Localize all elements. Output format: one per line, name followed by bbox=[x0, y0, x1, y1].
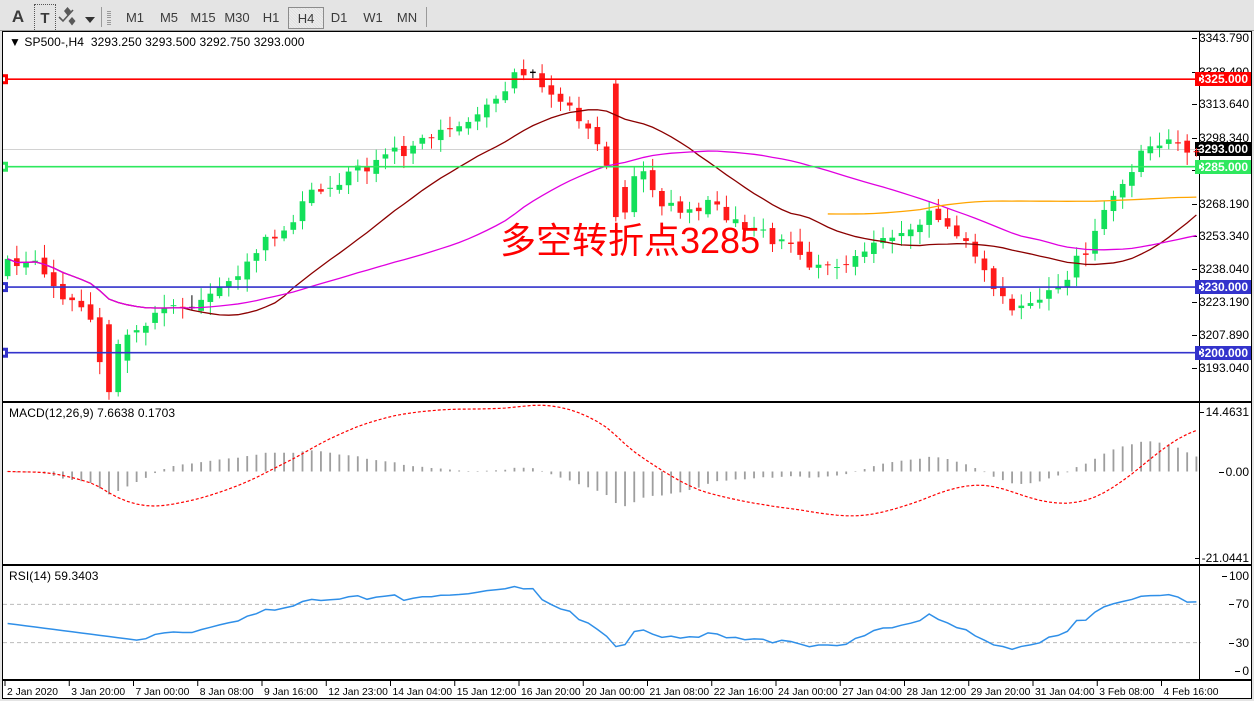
svg-text:7 Jan 00:00: 7 Jan 00:00 bbox=[136, 687, 190, 698]
svg-text:12 Jan 23:00: 12 Jan 23:00 bbox=[328, 687, 388, 698]
svg-text:3 Jan 20:00: 3 Jan 20:00 bbox=[71, 687, 125, 698]
svg-text:3 Feb 08:00: 3 Feb 08:00 bbox=[1099, 687, 1154, 698]
svg-text:2 Jan 2020: 2 Jan 2020 bbox=[7, 687, 58, 698]
svg-text:14 Jan 04:00: 14 Jan 04:00 bbox=[393, 687, 453, 698]
svg-text:21 Jan 08:00: 21 Jan 08:00 bbox=[650, 687, 710, 698]
svg-text:8 Jan 08:00: 8 Jan 08:00 bbox=[200, 687, 254, 698]
svg-text:20 Jan 00:00: 20 Jan 00:00 bbox=[585, 687, 645, 698]
svg-text:28 Jan 12:00: 28 Jan 12:00 bbox=[907, 687, 967, 698]
svg-text:4 Feb 16:00: 4 Feb 16:00 bbox=[1164, 687, 1219, 698]
svg-text:24 Jan 00:00: 24 Jan 00:00 bbox=[778, 687, 838, 698]
svg-text:16 Jan 20:00: 16 Jan 20:00 bbox=[521, 687, 581, 698]
svg-text:31 Jan 04:00: 31 Jan 04:00 bbox=[1035, 687, 1095, 698]
svg-text:15 Jan 12:00: 15 Jan 12:00 bbox=[457, 687, 517, 698]
svg-text:29 Jan 20:00: 29 Jan 20:00 bbox=[971, 687, 1031, 698]
svg-text:22 Jan 16:00: 22 Jan 16:00 bbox=[714, 687, 774, 698]
svg-text:27 Jan 04:00: 27 Jan 04:00 bbox=[842, 687, 902, 698]
svg-text:9 Jan 16:00: 9 Jan 16:00 bbox=[264, 687, 318, 698]
